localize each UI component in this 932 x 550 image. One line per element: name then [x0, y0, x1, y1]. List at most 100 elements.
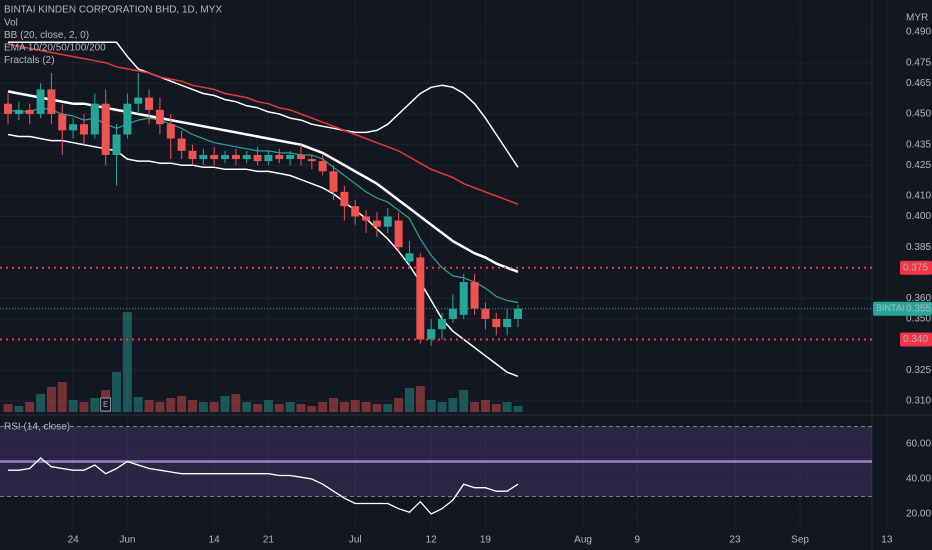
volume-bar: [14, 406, 24, 412]
y-tick-label: 0.350: [906, 314, 931, 325]
candle-body: [199, 154, 208, 160]
volume-bar: [350, 400, 360, 412]
candle-body: [166, 124, 175, 139]
candle-body: [210, 154, 219, 160]
rsi-line: [8, 457, 519, 515]
volume-bar: [361, 402, 371, 412]
level-label: 0.375: [903, 262, 928, 273]
volume-bar: [394, 398, 404, 412]
volume-bar: [339, 402, 349, 412]
candle-body: [286, 154, 295, 160]
chart-title: BINTAI KINDEN CORPORATION BHD, 1D, MYX: [4, 5, 222, 16]
candle-body: [383, 216, 392, 227]
rsi-title: RSI (14, close): [4, 422, 70, 433]
volume-bar: [144, 400, 154, 412]
volume-bar: [133, 397, 143, 412]
volume-bar: [502, 402, 512, 412]
candle-body: [25, 109, 34, 114]
candle-body: [112, 134, 121, 155]
candle-body: [503, 318, 512, 328]
candle-body: [405, 253, 414, 262]
volume-bar: [36, 394, 46, 412]
volume-bar: [426, 400, 436, 412]
candle-body: [79, 124, 88, 135]
volume-bar: [57, 382, 67, 412]
volume-bar: [25, 402, 35, 412]
x-tick-label: 9: [635, 535, 641, 546]
indicator-line: [7, 43, 519, 205]
candle-body: [340, 191, 349, 207]
volume-bar: [437, 402, 447, 412]
y-tick-label: 0.325: [906, 365, 931, 376]
volume-bar: [209, 402, 219, 412]
volume-bar: [470, 402, 480, 412]
x-tick-label: Aug: [574, 535, 592, 546]
level-label: 0.340: [903, 334, 928, 345]
volume-bar: [112, 372, 122, 412]
indicator-label: Vol: [4, 18, 18, 29]
x-tick-label: Jun: [119, 535, 135, 546]
volume-bar: [231, 394, 241, 412]
volume-bar: [155, 402, 165, 412]
candle-body: [329, 171, 338, 192]
x-tick-label: 12: [426, 535, 438, 546]
x-tick-label: Sep: [791, 535, 809, 546]
currency-label: MYR: [906, 13, 928, 24]
y-tick-label: 0.490: [906, 27, 931, 38]
candle-body: [221, 154, 230, 160]
volume-bar: [177, 396, 187, 412]
candle-body: [177, 138, 186, 151]
volume-bar: [318, 402, 328, 412]
y-tick-label: 0.435: [906, 139, 931, 150]
volume-bar: [263, 400, 273, 412]
candle-body: [155, 109, 164, 125]
candle-body: [275, 154, 284, 160]
last-price-label: 0.355: [906, 303, 931, 314]
volume-bar: [122, 312, 132, 412]
y-tick-label: 0.450: [906, 109, 931, 120]
indicator-label: BB (20, close, 2, 0): [4, 30, 89, 41]
volume-bar: [90, 398, 100, 412]
x-tick-label: 21: [263, 535, 275, 546]
volume-bar: [220, 396, 230, 412]
candle-body: [448, 308, 457, 319]
candle-body: [123, 103, 132, 135]
volume-bar: [68, 400, 78, 412]
candle-body: [513, 308, 522, 319]
volume-bar: [296, 404, 306, 412]
candle-body: [4, 103, 13, 114]
candle-body: [296, 154, 305, 160]
y-tick-label: 0.410: [906, 191, 931, 202]
y-tick-label: 0.385: [906, 242, 931, 253]
last-price-tag: [873, 301, 932, 316]
candle-body: [47, 89, 56, 114]
candle-body: [427, 329, 436, 340]
y-tick-label: 0.425: [906, 160, 931, 171]
candle-body: [134, 97, 143, 104]
candle-body: [362, 216, 371, 221]
volume-bar: [3, 404, 13, 412]
indicator-label: Fractals (2): [4, 55, 55, 66]
indicator-label: EMA 10/20/50/100/200: [4, 43, 106, 54]
indicator-line: [7, 133, 519, 378]
last-price-name: BINTAI: [876, 303, 904, 313]
volume-bar: [513, 406, 523, 412]
y-tick-label: 20.00: [906, 509, 931, 520]
x-tick-label: 19: [480, 535, 492, 546]
candle-body: [14, 109, 23, 114]
volume-bar: [46, 387, 56, 412]
volume-bar: [491, 404, 501, 412]
candle-body: [253, 154, 262, 162]
candle-body: [394, 220, 403, 248]
y-tick-label: 60.00: [906, 439, 931, 450]
earnings-marker: E: [103, 400, 108, 409]
x-tick-label: 23: [729, 535, 741, 546]
candle-body: [481, 308, 490, 319]
y-tick-label: 0.475: [906, 57, 931, 68]
volume-bar: [372, 404, 382, 412]
volume-bar: [329, 398, 339, 412]
volume-bar: [253, 404, 263, 412]
candle-body: [372, 220, 381, 227]
